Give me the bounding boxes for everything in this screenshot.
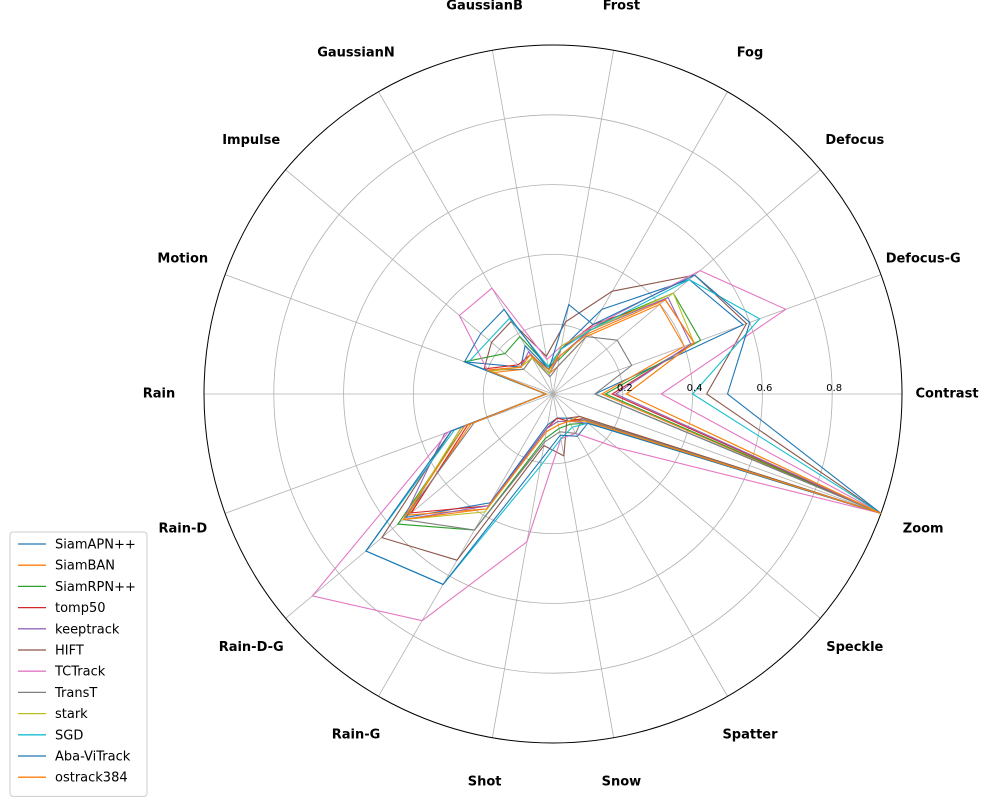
category-label: Motion [157,252,208,267]
grid-spoke [492,50,554,395]
category-label: Fog [737,45,764,60]
radar-grid [203,44,903,744]
legend-label: SiamRPN++ [55,580,136,595]
grid-spoke [552,393,882,514]
category-label: Contrast [915,387,978,402]
grid-spoke [285,393,554,619]
category-label: Rain-D [158,521,207,536]
series-line [381,274,882,561]
category-label: Rain [143,387,176,402]
category-label: Defocus [825,133,884,148]
category-label: Impulse [222,133,280,148]
grid-spoke [552,274,882,395]
legend-label: TransT [54,686,97,701]
category-label: Rain-G [332,728,381,743]
grid-spoke [378,91,554,395]
category-label: GaussianN [317,45,395,60]
category-label: Frost [603,0,640,14]
grid-spoke [552,91,728,395]
series-line [365,274,882,586]
legend-label: HIFT [55,644,84,659]
radial-tick-label: 0.4 [687,383,703,394]
grid-spoke [492,393,554,738]
legend-box [9,531,148,797]
category-label: GaussianB [446,0,523,14]
legend-label: tomp50 [55,601,106,616]
radar-series [311,269,882,622]
legend-label: Aba-ViTrack [55,750,131,765]
series-line [402,296,882,521]
legend-label: keeptrack [55,622,120,637]
category-label: Speckle [826,640,883,655]
grid-spoke [552,169,821,395]
series-line [396,292,882,531]
category-label: Shot [468,775,502,790]
legend-label: ostrack384 [55,771,128,786]
legend-label: SiamAPN++ [55,538,136,553]
category-label: Zoom [903,521,944,536]
legend-label: SGD [55,728,83,743]
radial-tick-label: 0.6 [756,383,772,394]
polar-frame [203,44,903,744]
series-line [402,299,882,521]
legend: SiamAPN++ SiamBAN SiamRPN++ tomp50 keeptrack… [9,531,148,797]
category-labels: 0.2 0.4 0.6 0.8 Contrast Defocus-G Defocus Fog F… [143,0,979,790]
category-label: Defocus-G [886,252,961,267]
grid-spoke [285,169,554,395]
category-label: Spatter [722,728,778,743]
grid-spoke [552,393,728,697]
grid-spoke [552,393,821,619]
legend-label: SiamBAN [55,559,115,574]
radial-tick-label: 0.8 [826,383,842,394]
category-label: Rain-D-G [219,640,284,655]
legend-label: stark [55,707,88,722]
grid-spoke [224,393,554,514]
grid-spoke [552,393,614,738]
category-label: Snow [602,775,642,790]
grid-spoke [552,50,614,395]
grid-spoke [378,393,554,697]
legend-label: TCTrack [54,665,106,680]
radial-tick-label: 0.2 [617,383,633,394]
